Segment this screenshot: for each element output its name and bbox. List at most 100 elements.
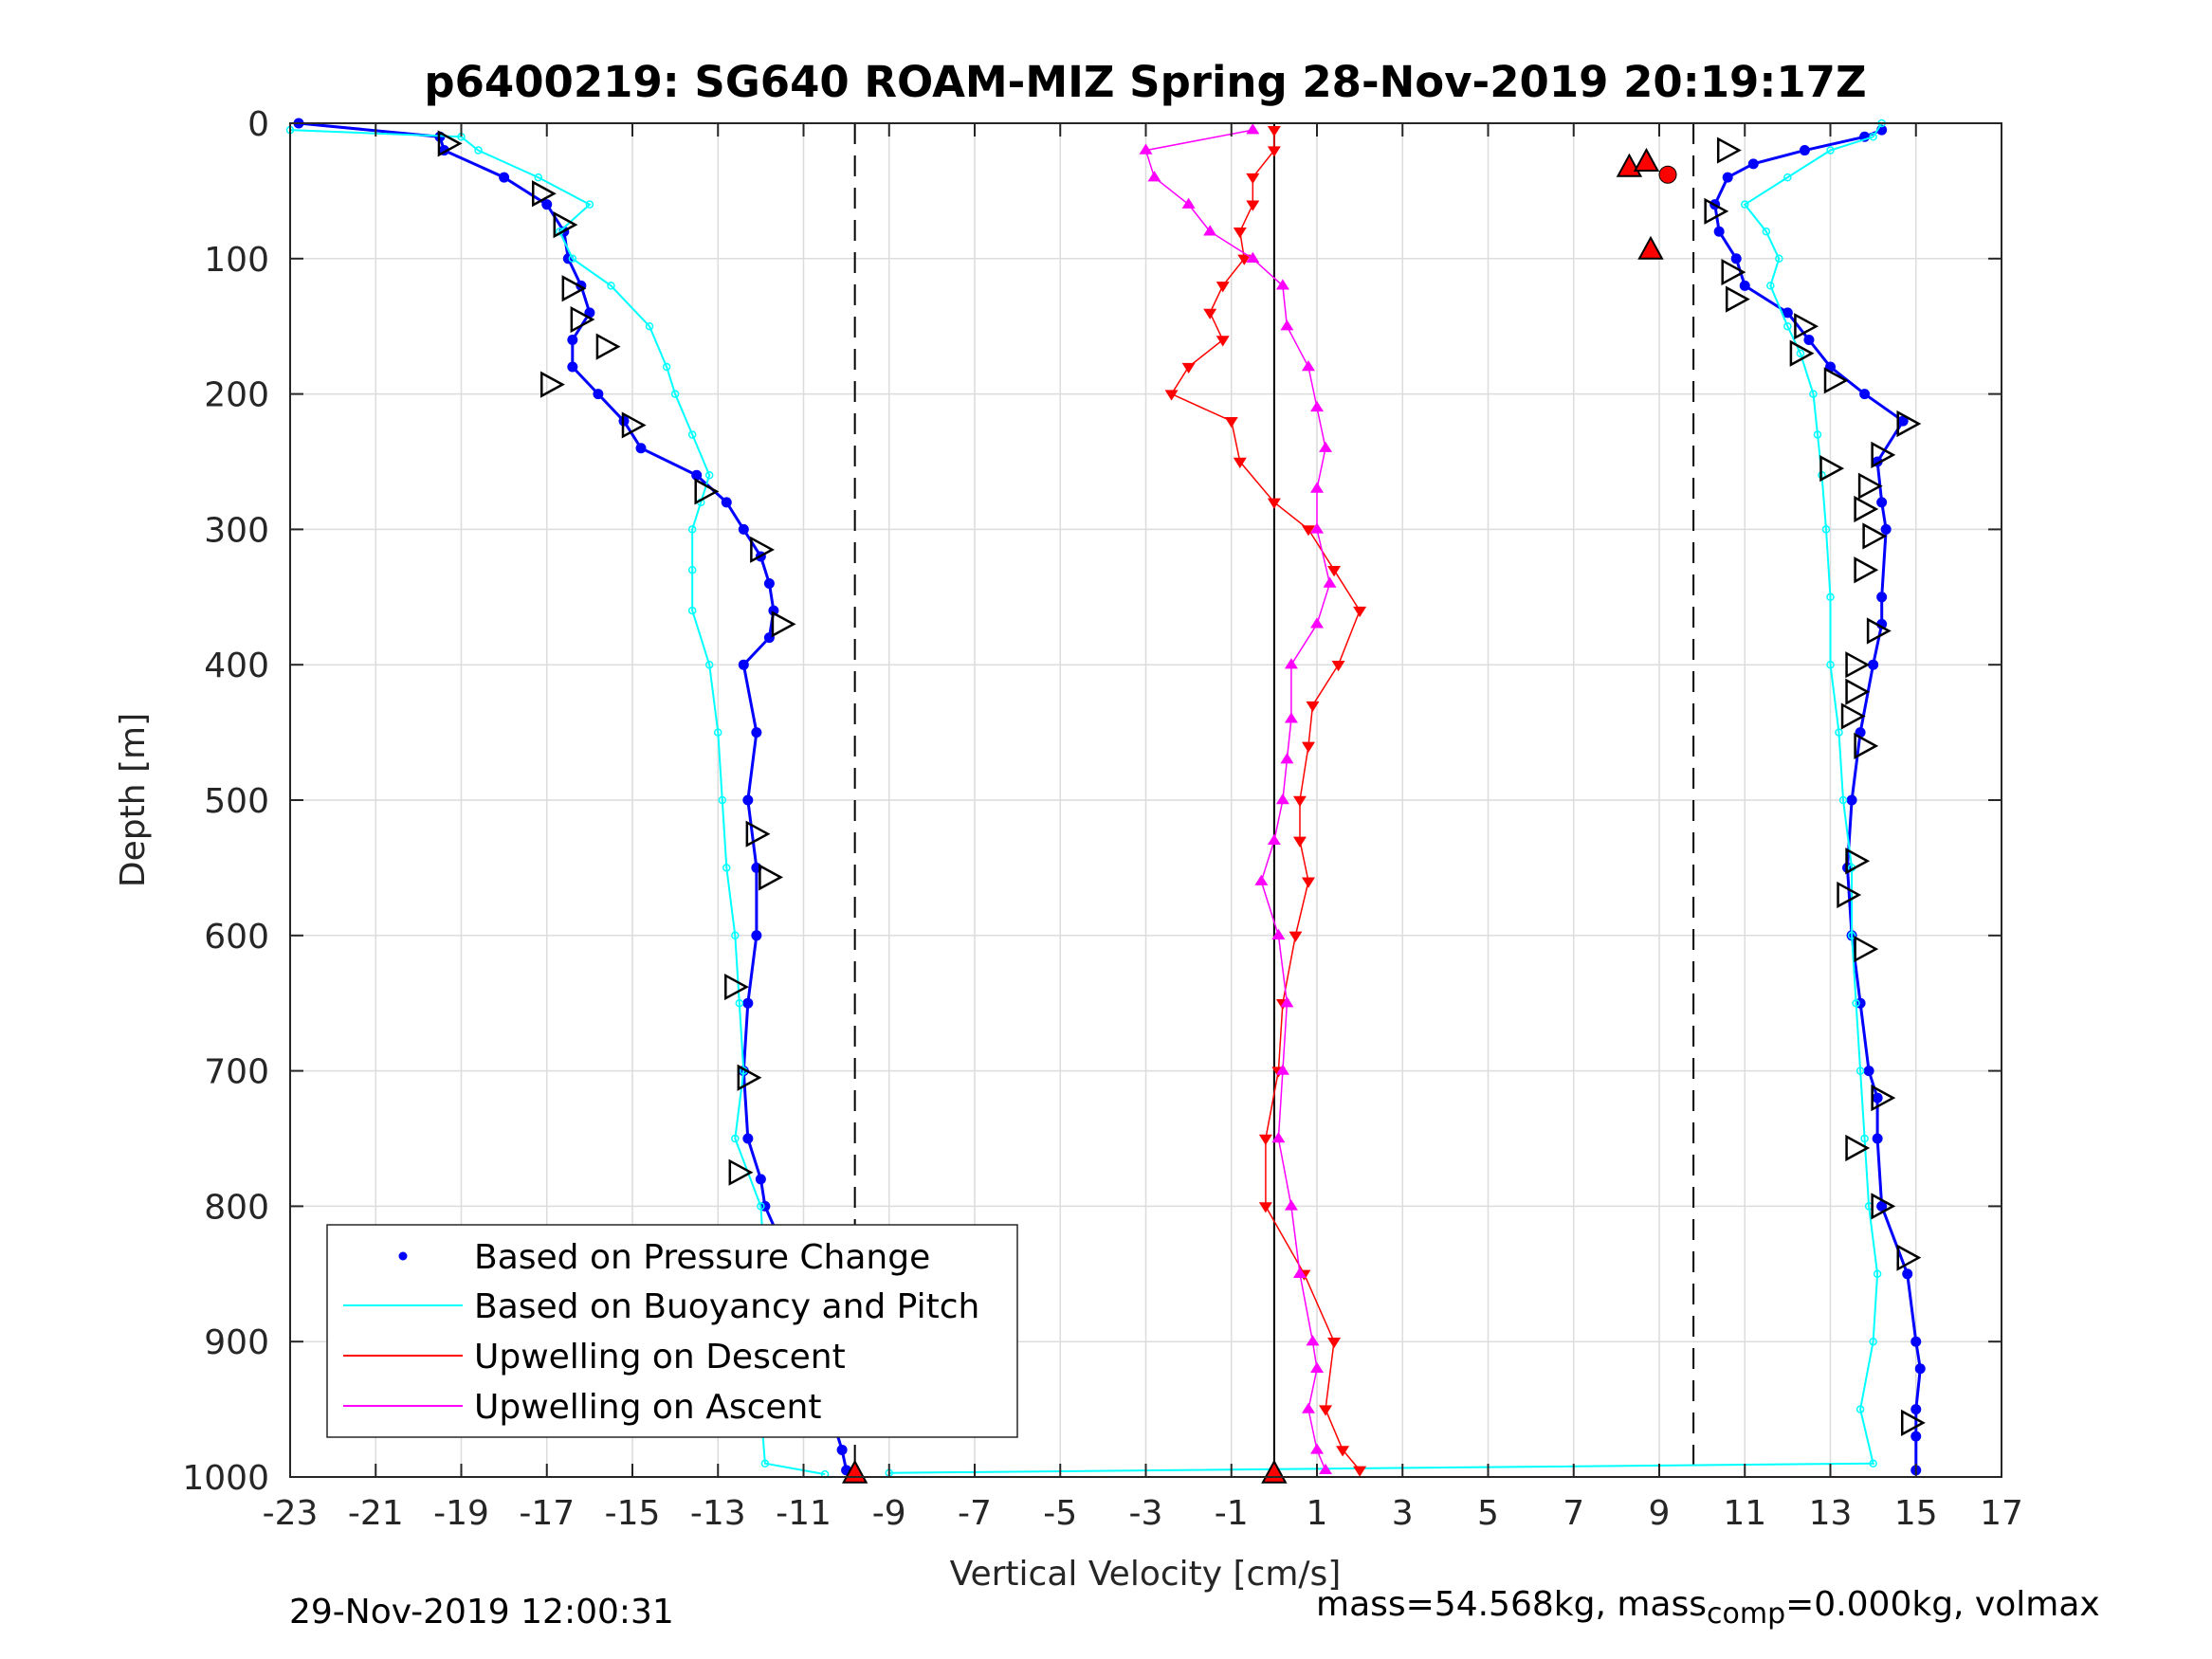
apogee-open-triangle-marker: [1819, 455, 1845, 483]
upwelling-descent-point: [1233, 228, 1247, 239]
buoyancy-pitch-point: [1766, 282, 1775, 290]
apogee-open-triangle-marker: [1871, 1085, 1896, 1112]
legend-label-pressure: Based on Pressure Change: [474, 1238, 930, 1277]
apogee-open-triangle-marker: [745, 820, 771, 848]
upwelling-descent-point: [1237, 254, 1252, 265]
upwelling-descent-point: [1216, 282, 1230, 293]
pressure-change-point: [1902, 1268, 1913, 1280]
x-tick-label: -19: [433, 1494, 489, 1533]
upwelling-ascent-point: [1246, 251, 1260, 263]
upwelling-descent-point: [1258, 1202, 1272, 1213]
pressure-change-point: [1863, 1066, 1874, 1077]
apogee-open-triangle-marker: [531, 180, 557, 208]
pressure-change-point: [567, 361, 578, 373]
x-tick-label: 9: [1649, 1494, 1671, 1533]
apogee-open-triangle-marker: [1871, 441, 1896, 468]
upwelling-descent-point: [1246, 200, 1260, 211]
upwelling-ascent-point: [1319, 1463, 1333, 1475]
buoyancy-pitch-point: [1847, 931, 1856, 940]
apogee-open-triangle-marker: [724, 973, 749, 1001]
upwelling-descent-point: [1267, 146, 1281, 157]
buoyancy-pitch-point: [1860, 1134, 1869, 1143]
pressure-change-point: [1880, 523, 1892, 535]
x-axis-label: Vertical Velocity [cm/s]: [950, 1555, 1342, 1594]
upwelling-ascent-point: [1280, 753, 1294, 764]
buoyancy-pitch-point: [1809, 390, 1818, 398]
upwelling-ascent-point: [1280, 319, 1294, 331]
apogee-open-triangle-marker: [1704, 197, 1729, 225]
pressure-change-point: [1859, 389, 1871, 400]
x-tick-label: -15: [605, 1494, 661, 1533]
pressure-change-point: [721, 497, 732, 508]
upwelling-descent-point: [1327, 1338, 1342, 1349]
upwelling-descent-point: [1267, 498, 1281, 509]
buoyancy-pitch-point: [757, 1202, 765, 1211]
pressure-change-point: [768, 605, 779, 616]
buoyancy-pitch-point: [1869, 1459, 1877, 1468]
pressure-change-point: [1910, 1431, 1922, 1442]
pressure-change-point: [1846, 794, 1857, 806]
x-tick-label: 17: [1980, 1494, 2023, 1533]
apogee-open-triangle-marker: [1871, 1193, 1896, 1220]
upwelling-ascent-point: [1310, 1443, 1324, 1454]
upwelling-ascent-point: [1275, 793, 1289, 805]
buoyancy-pitch-point: [568, 254, 577, 264]
upwelling-ascent-point: [1301, 360, 1315, 372]
apogee-open-triangle-marker: [553, 210, 578, 239]
y-tick-label: 600: [204, 918, 269, 957]
buoyancy-pitch-point: [714, 728, 722, 737]
legend-label-buoyancy: Based on Buoyancy and Pitch: [474, 1287, 979, 1326]
pressure-change-point: [1868, 659, 1879, 670]
buoyancy-pitch-point: [1852, 998, 1860, 1008]
pressure-change-point: [1713, 226, 1725, 237]
marker-layer: [437, 130, 1926, 1484]
upwelling-ascent-point: [1254, 874, 1269, 885]
apogee-open-triangle-marker: [1840, 702, 1866, 730]
pressure-change-point: [738, 659, 749, 670]
pressure-change-point: [1914, 1363, 1926, 1375]
buoyancy-pitch-point: [1856, 1066, 1865, 1075]
pressure-change-point: [567, 334, 578, 345]
buoyancy-pitch-point: [1775, 254, 1783, 264]
apogee-open-triangle-marker: [1725, 285, 1750, 313]
pressure-change-point: [499, 172, 510, 183]
pressure-change-point: [1876, 497, 1888, 508]
buoyancy-pitch-point: [718, 795, 727, 805]
x-tick-label: -21: [348, 1494, 404, 1533]
x-tick-label: 5: [1477, 1494, 1499, 1533]
upwelling-descent-point: [1292, 836, 1307, 848]
buoyancy-pitch-point: [670, 390, 680, 398]
apogee-open-triangle-marker: [1721, 258, 1746, 286]
upwelling-ascent-point: [1147, 171, 1161, 182]
apogee-open-triangle-marker: [737, 1064, 762, 1091]
pressure-change-point: [1747, 158, 1759, 170]
apogee-open-triangle-marker: [1862, 522, 1888, 550]
buoyancy-pitch-point: [1869, 133, 1877, 141]
upwelling-descent-point: [1353, 606, 1367, 618]
upwelling-descent-point: [1246, 173, 1260, 185]
legend-box: [326, 1224, 1018, 1438]
apogee-open-triangle-marker: [1866, 617, 1892, 645]
upwelling-descent-point: [1181, 362, 1196, 374]
buoyancy-pitch-point: [645, 321, 654, 331]
upwelling-descent-point: [1164, 390, 1179, 401]
upwelling-descent-point: [1258, 1134, 1272, 1145]
upwelling-descent-point: [1216, 336, 1230, 347]
chart-title: p6400219: SG640 ROAM-MIZ Spring 28-Nov-2…: [424, 57, 1866, 107]
apogee-open-triangle-marker: [1794, 313, 1819, 340]
apogee-open-triangle-marker: [1854, 495, 1879, 523]
x-tick-labels: -23 -21 -19 -17 -15 -13 -11 -9 -7 -5 -3 -1 1 3 5 7 9 11 13…: [263, 1494, 2023, 1533]
x-tick-label: -7: [958, 1494, 992, 1533]
upwelling-ascent-point: [1271, 928, 1286, 939]
apogee-open-triangle-marker: [1845, 848, 1871, 875]
upwelling-ascent-point: [1275, 279, 1289, 290]
buoyancy-pitch-point: [534, 173, 542, 182]
y-tick-label: 700: [204, 1053, 269, 1092]
upwelling-ascent-point: [1284, 712, 1298, 723]
apogee-open-triangle-marker: [1854, 556, 1879, 584]
pressure-change-point: [742, 1133, 754, 1144]
apogee-open-triangle-marker: [694, 478, 720, 505]
upwelling-descent-point: [1289, 931, 1303, 942]
upwelling-ascent-point: [1310, 617, 1324, 629]
buoyancy-pitch-point: [1813, 430, 1822, 439]
